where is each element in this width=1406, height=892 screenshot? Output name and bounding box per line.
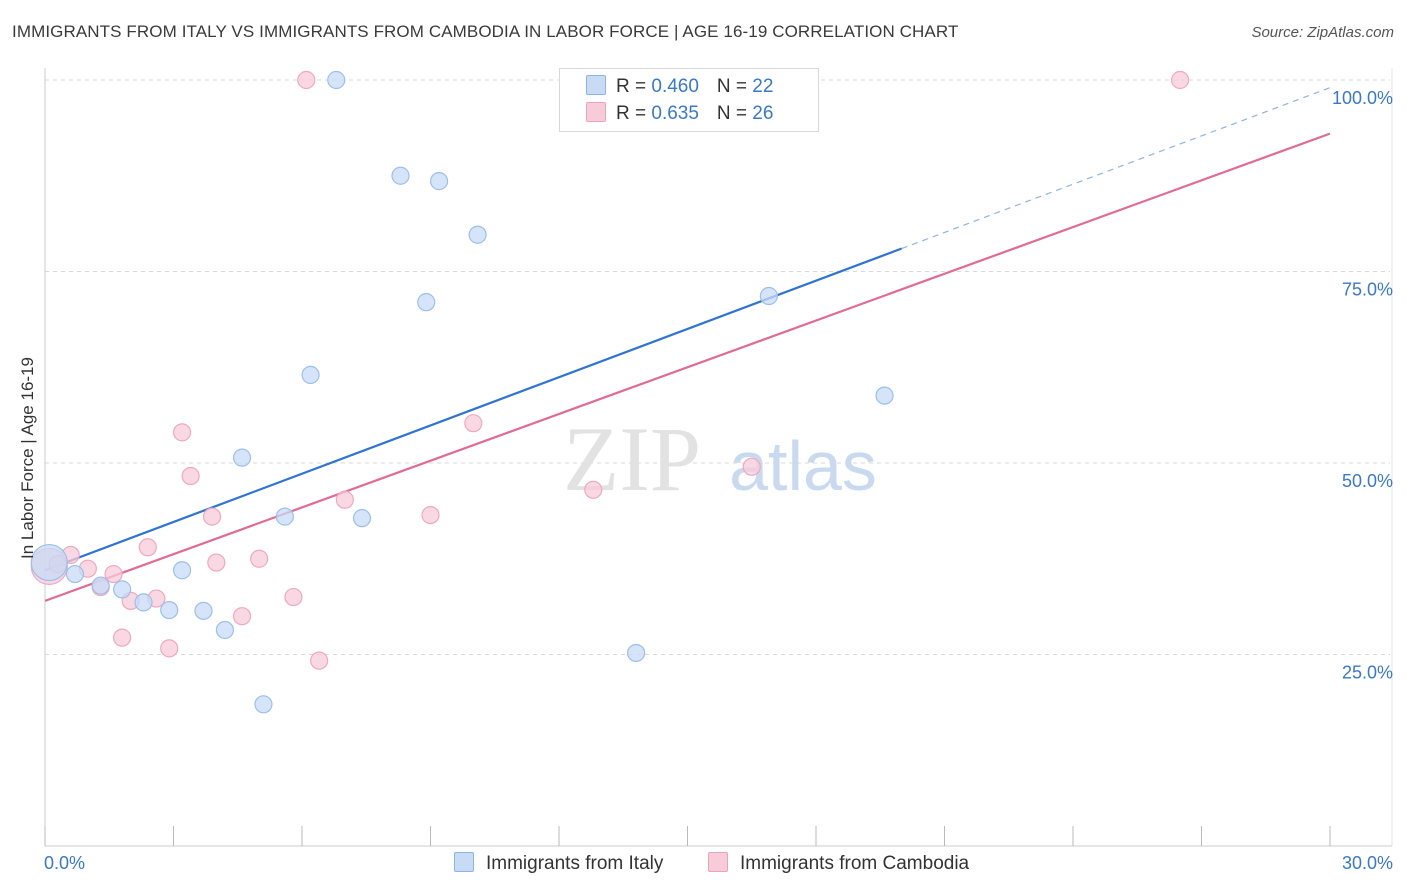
- cambodia-point: [421, 505, 440, 525]
- cambodia-point: [742, 457, 761, 476]
- italy-point: [429, 172, 449, 191]
- chart-title: IMMIGRANTS FROM ITALY VS IMMIGRANTS FROM…: [12, 22, 959, 41]
- legend-item-cambodia: Immigrants from Cambodia: [708, 852, 969, 878]
- italy-point: [875, 386, 894, 405]
- cambodia-point: [584, 480, 603, 499]
- italy-point: [275, 507, 294, 526]
- italy-point: [160, 600, 179, 620]
- italy-swatch-icon: [586, 75, 606, 95]
- cambodia-point: [181, 466, 200, 486]
- italy-point: [468, 225, 487, 244]
- italy-point: [327, 70, 346, 90]
- italy-point: [417, 293, 436, 312]
- italy-point: [91, 576, 110, 595]
- y-tick-label: 25.0%: [1342, 663, 1393, 683]
- trend-lines: [44, 87, 1331, 602]
- cambodia-r-value: 0.635: [651, 103, 699, 124]
- italy-point: [232, 448, 252, 467]
- cambodia-point: [284, 587, 303, 607]
- source-label: Source: ZipAtlas.com: [1251, 24, 1394, 41]
- italy-point: [215, 620, 234, 640]
- italy-r-label: R =: [616, 76, 652, 97]
- grid-lines: [45, 79, 1390, 655]
- cambodia-point: [1170, 70, 1190, 90]
- italy-point: [194, 601, 213, 620]
- italy-point: [30, 543, 68, 582]
- italy-point: [626, 643, 646, 663]
- data-points: [30, 70, 1190, 714]
- cambodia-swatch-icon: [586, 102, 606, 122]
- watermark-zip: ZIP: [563, 408, 701, 510]
- italy-point: [352, 509, 372, 528]
- italy-point: [254, 695, 273, 714]
- italy-point: [301, 365, 320, 385]
- watermark: ZIP atlas: [563, 408, 877, 510]
- cambodia-point: [138, 538, 157, 557]
- y-axis-label: In Labor Force | Age 16-19: [18, 357, 37, 559]
- italy-legend-icon: [454, 852, 474, 872]
- italy-n-value: 22: [752, 76, 774, 97]
- cambodia-point: [202, 507, 222, 526]
- italy-trend-line: [44, 247, 903, 572]
- y-tick-label: 100.0%: [1332, 88, 1393, 108]
- italy-point: [112, 580, 132, 599]
- x-tick-label-max: 30.0%: [1342, 853, 1393, 873]
- italy-point: [759, 286, 778, 306]
- cambodia-n-value: 26: [752, 103, 774, 124]
- cambodia-n-label: N =: [716, 103, 753, 124]
- cambodia-point: [160, 639, 179, 658]
- italy-legend-label: Immigrants from Italy: [486, 853, 664, 874]
- cambodia-point: [104, 564, 123, 584]
- stats-legend: R = 0.460 N = 22 R = 0.635 N = 26: [559, 68, 819, 132]
- x-tick-label-min: 0.0%: [44, 853, 85, 873]
- y-tick-label: 50.0%: [1342, 471, 1393, 491]
- y-tick-label: 75.0%: [1342, 280, 1393, 300]
- cambodia-legend-icon: [708, 852, 728, 872]
- cambodia-r-label: R =: [616, 103, 652, 124]
- legend-row-cambodia: R = 0.635 N = 26: [586, 102, 773, 126]
- italy-point: [172, 561, 192, 580]
- italy-n-label: N =: [716, 76, 753, 97]
- italy-r-value: 0.460: [651, 76, 699, 97]
- axes: [44, 68, 1393, 847]
- cambodia-point: [250, 549, 269, 568]
- cambodia-point: [207, 553, 226, 572]
- cambodia-point: [112, 628, 132, 647]
- cambodia-trend-line: [44, 132, 1331, 602]
- cambodia-point: [464, 414, 483, 433]
- italy-point: [391, 166, 410, 185]
- cambodia-legend-label: Immigrants from Cambodia: [740, 853, 970, 874]
- legend-row-italy: R = 0.460 N = 22: [586, 75, 773, 99]
- legend-item-italy: Immigrants from Italy: [454, 852, 663, 878]
- tick-labels: 25.0% 50.0% 75.0% 100.0% 0.0% 30.0%: [44, 88, 1393, 873]
- cambodia-point: [297, 70, 316, 90]
- italy-point: [65, 564, 85, 584]
- cambodia-point: [172, 423, 192, 442]
- italy-trend-extension: [901, 87, 1331, 250]
- cambodia-point: [310, 651, 329, 670]
- italy-point: [134, 593, 153, 612]
- cambodia-point: [335, 490, 354, 509]
- cambodia-point: [232, 607, 252, 626]
